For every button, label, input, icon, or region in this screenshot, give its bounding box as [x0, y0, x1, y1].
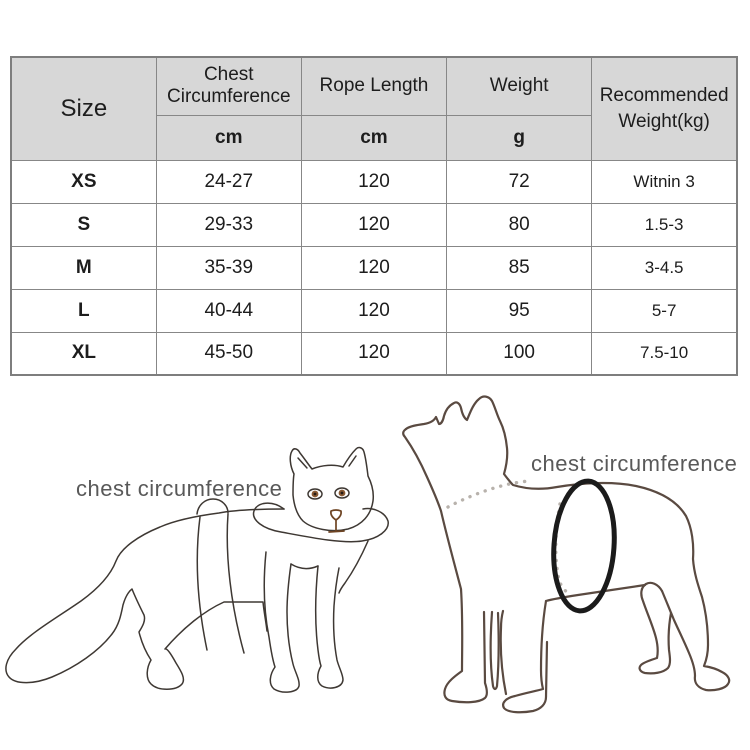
cell-size: M: [10, 245, 157, 290]
table-unit-row: cm cm g: [11, 114, 737, 161]
cell-weight: 72: [446, 159, 593, 204]
cat-shoulder-line: [338, 540, 369, 594]
dog-front-leg-far: [502, 599, 549, 714]
unit-chest-cm: cm: [155, 114, 302, 161]
cell-size: XS: [10, 159, 157, 204]
header-recommended-weight: Recommended Weight(kg): [591, 56, 738, 161]
cat-inner-ear-lines: [297, 455, 357, 469]
unit-weight-g: g: [446, 114, 593, 161]
dog-neck-dotted-line: [446, 479, 530, 509]
cell-size: L: [10, 288, 157, 333]
dog-girth-ellipse: [551, 478, 617, 614]
cell-recommended: Witnin 3: [591, 159, 738, 204]
table-row-xs: XS 24-27 120 72 Witnin 3: [10, 159, 738, 204]
dog-line-drawing-icon: [402, 395, 731, 714]
cat-chest-arch: [290, 563, 319, 570]
cell-rope: 120: [300, 159, 448, 204]
cell-chest: 45-50: [155, 331, 302, 376]
dog-chest-circumference-label: chest circumference: [531, 451, 738, 476]
cell-rope: 120: [300, 245, 448, 290]
cat-harness-band: [196, 513, 245, 654]
table-row-m: M 35-39 120 85 3-4.5: [10, 245, 738, 290]
cell-weight: 100: [446, 331, 593, 376]
cell-rope: 120: [300, 288, 448, 333]
cat-eyes: [307, 487, 350, 500]
cat-chest-circumference-label: chest circumference: [76, 476, 283, 501]
cell-size: XL: [10, 331, 157, 376]
dog-chest-dotted-line: [554, 502, 570, 595]
unit-rope-cm: cm: [300, 114, 448, 161]
cat-body-outline: [5, 508, 285, 690]
dog-front-outline: [402, 427, 488, 704]
size-chart-table: Size Chest Circumference Rope Length Wei…: [10, 56, 738, 376]
cell-chest: 35-39: [155, 245, 302, 290]
cell-weight: 95: [446, 288, 593, 333]
cat-nose-mouth: [328, 509, 345, 533]
cell-rope: 120: [300, 202, 448, 247]
dog-belly-line: [544, 583, 647, 603]
cell-chest: 29-33: [155, 202, 302, 247]
cell-recommended: 3-4.5: [591, 245, 738, 290]
table-row-xl: XL 45-50 120 100 7.5-10: [10, 331, 738, 376]
cell-rope: 120: [300, 331, 448, 376]
dog-front-leg-far-edge: [499, 609, 508, 696]
table-row-s: S 29-33 120 80 1.5-3: [10, 202, 738, 247]
header-size: Size: [10, 56, 157, 161]
dog-hind-leg-far: [638, 581, 673, 675]
cat-front-leg-near: [263, 551, 300, 693]
cell-recommended: 5-7: [591, 288, 738, 333]
cat-front-leg-far: [315, 565, 344, 689]
cat-line-drawing-icon: [5, 446, 389, 693]
cell-chest: 40-44: [155, 288, 302, 333]
cell-size: S: [10, 202, 157, 247]
header-rope-length: Rope Length: [300, 56, 448, 116]
cell-recommended: 1.5-3: [591, 202, 738, 247]
header-weight: Weight: [446, 56, 593, 116]
dog-back-outline: [404, 395, 731, 692]
table-row-l: L 40-44 120 95 5-7: [10, 288, 738, 333]
header-chest-circumference: Chest Circumference: [155, 56, 302, 116]
cell-weight: 80: [446, 202, 593, 247]
dog-leg-gap-line: [489, 610, 500, 691]
cell-weight: 85: [446, 245, 593, 290]
cat-head-outline: [289, 446, 374, 532]
cell-chest: 24-27: [155, 159, 302, 204]
cat-collar-ruff: [252, 502, 389, 543]
cell-recommended: 7.5-10: [591, 331, 738, 376]
cat-harness-handle: [196, 498, 229, 515]
table-header-row: Size Chest Circumference Rope Length Wei…: [10, 56, 738, 161]
